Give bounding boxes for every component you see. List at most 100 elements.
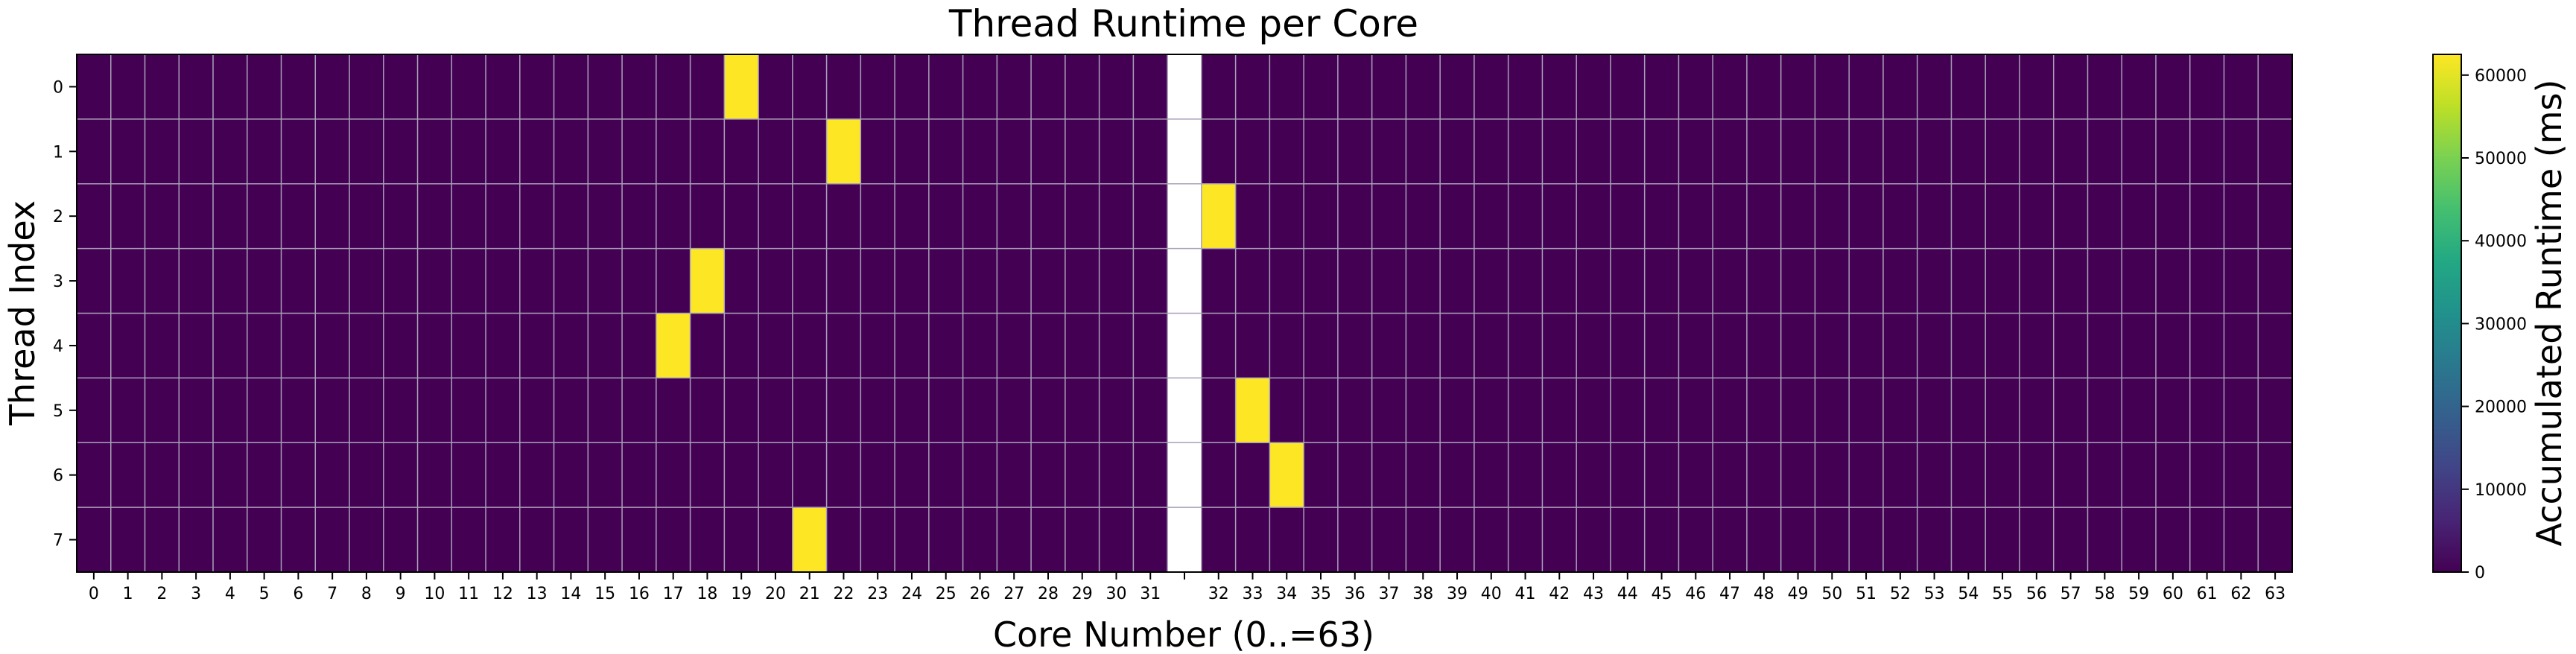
heatmap-cell [213,183,248,250]
heatmap-cell-hot [826,118,861,184]
heatmap-cell [2155,248,2191,314]
heatmap-cell [2224,313,2259,378]
heatmap-cell [860,183,895,250]
heatmap-cell [895,313,930,378]
heatmap-cell [1815,54,1850,120]
heatmap-cell [928,248,964,314]
heatmap-cell-empty [1167,118,1202,185]
heatmap-cell [1542,442,1577,508]
heatmap-cell [486,54,521,120]
heatmap-cell [622,507,657,573]
heatmap-cell [1576,248,1611,314]
heatmap-cell [1985,442,2020,508]
heatmap-cell [2087,54,2122,120]
heatmap-cell [860,54,895,120]
heatmap-cell [1406,442,1441,508]
heatmap-cell [1815,118,1850,185]
heatmap-cell [895,118,930,185]
heatmap-cell [962,118,997,185]
heatmap-cell [860,442,895,508]
heatmap-cell [315,54,350,120]
heatmap-cell [1576,118,1611,185]
heatmap-cell [77,54,112,120]
heatmap-cell [1031,507,1066,573]
x-tick-label: 62 [2230,585,2251,603]
heatmap-cell [2189,378,2224,443]
heatmap-cell [145,54,180,120]
x-tick-label: 12 [492,585,513,603]
heatmap-cell [997,248,1032,314]
heatmap-cell [1849,442,1884,508]
heatmap-cell [1371,248,1406,314]
heatmap-cell [2053,248,2088,314]
heatmap-cell [622,118,657,185]
heatmap-cell [553,183,589,250]
heatmap-cell [1780,507,1815,573]
heatmap-gridlines [77,54,2292,572]
heatmap-cell [1985,507,2020,573]
heatmap-cell [997,313,1032,378]
heatmap-cell [1440,118,1475,185]
heatmap-cell [1269,118,1304,185]
y-tick-label: 6 [53,467,63,486]
heatmap-cell [1610,313,1646,378]
heatmap-cell [383,248,419,314]
heatmap-cell [2087,442,2122,508]
heatmap-cell [1917,118,1952,185]
heatmap-cell [145,183,180,250]
x-tick-label: 36 [1345,585,1365,603]
heatmap-cell [519,118,555,185]
heatmap-cell [2122,378,2157,443]
x-axis-label: Core Number (0..=63) [993,615,1374,654]
heatmap-cell [895,54,930,120]
heatmap-cell [1542,118,1577,185]
heatmap-cell [997,54,1032,120]
heatmap-cell [928,313,964,378]
x-tick-label: 56 [2026,585,2047,603]
heatmap-cell [690,313,725,378]
heatmap-cell [451,54,486,120]
heatmap-cell [2122,248,2157,314]
heatmap-cell [2019,183,2055,250]
heatmap-cell [2258,442,2293,508]
heatmap-cell [145,248,180,314]
heatmap-cell [1576,183,1611,250]
heatmap-cell [962,313,997,378]
heatmap-cell [1678,118,1713,185]
heatmap-cell [928,507,964,573]
heatmap-cell [1815,183,1850,250]
heatmap-cell [1099,507,1134,573]
heatmap-cell [486,248,521,314]
heatmap-cell [1985,313,2020,378]
heatmap-cell [1031,183,1066,250]
heatmap-cell [895,248,930,314]
heatmap-cell [1065,442,1100,508]
y-axis-label: Thread Index [2,200,42,426]
heatmap-cell [1065,507,1100,573]
heatmap-cell [553,442,589,508]
heatmap-cell [997,183,1032,250]
heatmap-cell [826,313,861,378]
heatmap-cell [826,183,861,250]
heatmap-cell [1917,378,1952,443]
x-tick-label: 46 [1685,585,1706,603]
heatmap-cell [281,507,316,573]
heatmap-cell [1099,442,1134,508]
heatmap-cell [1201,54,1237,120]
heatmap-cell [1678,54,1713,120]
heatmap-cell [1201,248,1237,314]
heatmap-cell [2224,378,2259,443]
heatmap-cell [2019,507,2055,573]
heatmap-cell [383,442,419,508]
heatmap-cell [1337,54,1373,120]
heatmap-cell [1304,183,1339,250]
heatmap-cell [1985,183,2020,250]
heatmap-cell [2155,442,2191,508]
y-tick-label: 1 [53,143,63,162]
heatmap-cell [1576,507,1611,573]
heatmap-cell [1337,313,1373,378]
heatmap-cell [553,378,589,443]
heatmap-cell [2087,378,2122,443]
x-tick-label: 59 [2128,585,2149,603]
heatmap-cell [349,378,384,443]
